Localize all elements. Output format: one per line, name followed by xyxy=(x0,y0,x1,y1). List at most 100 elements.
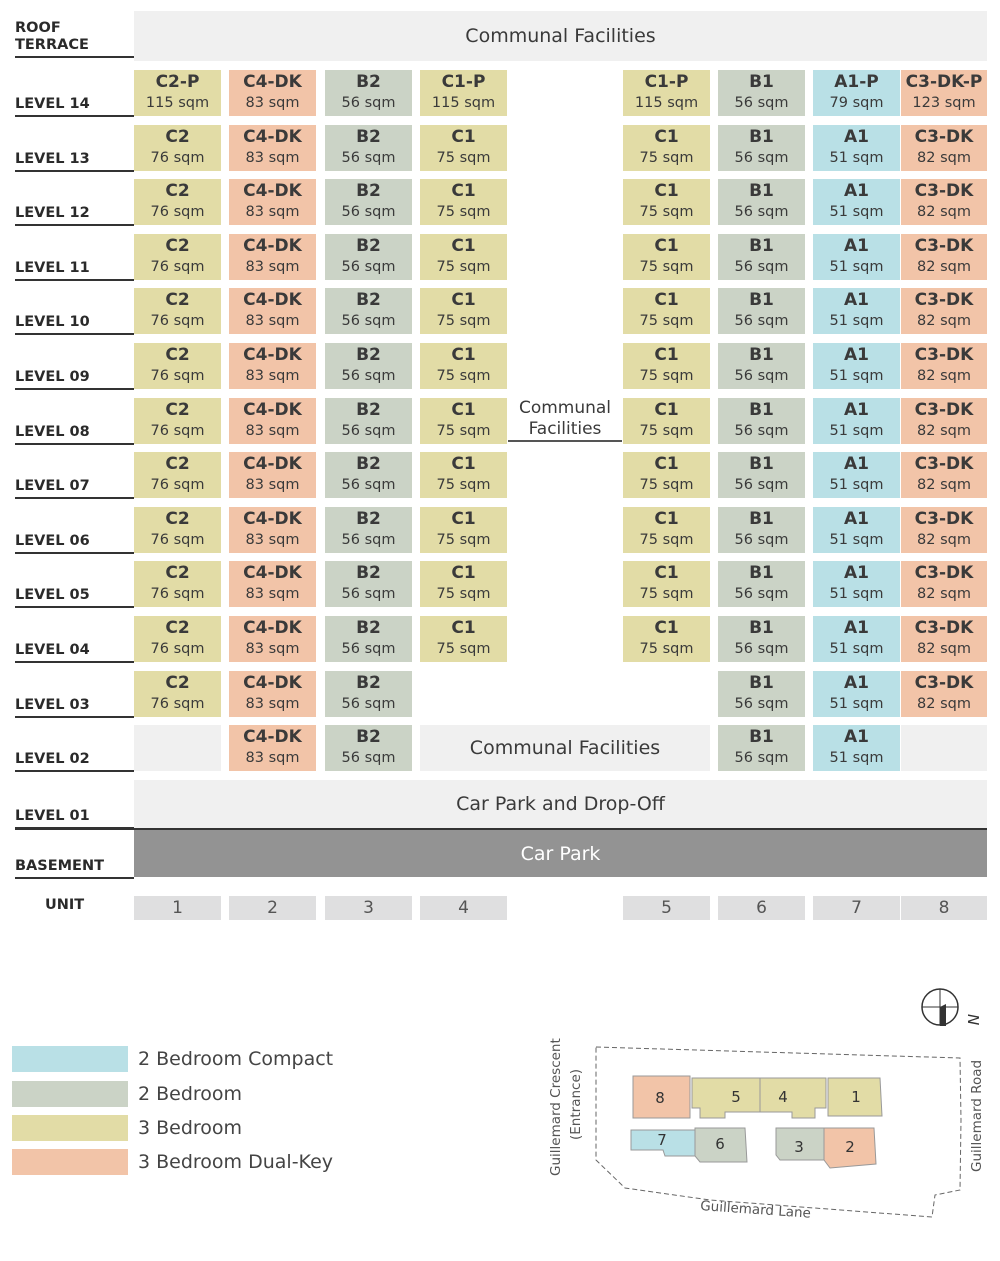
unit-size: 75 sqm xyxy=(436,641,491,657)
unit-type: B2 xyxy=(356,454,381,475)
unit-type: A1 xyxy=(844,672,869,693)
unit-size: 51 sqm xyxy=(829,586,884,603)
unit-number-box: 8 xyxy=(901,896,987,920)
legend-label: 2 Bedroom Compact xyxy=(138,1048,334,1070)
unit-size: 56 sqm xyxy=(341,531,396,548)
unit-type: C1 xyxy=(451,290,476,311)
basement-label: BASEMENT xyxy=(15,858,134,879)
unit-type: C4-DK xyxy=(243,181,302,202)
unit-row-label: UNIT xyxy=(45,897,84,913)
unit-type: C4-DK xyxy=(243,345,302,365)
unit-cell: B2 56 sqm xyxy=(325,725,412,772)
level-label-text: LEVEL 14 xyxy=(15,96,90,112)
unit-cell: A1-P 79 sqm xyxy=(813,70,900,116)
unit-cell: C4-DK 83 sqm xyxy=(229,397,316,444)
level-label: LEVEL 14 xyxy=(15,96,134,117)
unit-size: 56 sqm xyxy=(734,95,789,111)
unit-cell: C1 75 sqm xyxy=(623,616,710,662)
unit-size: 75 sqm xyxy=(639,422,694,439)
unit-type: B1 xyxy=(749,235,774,256)
block-3: 3 xyxy=(775,1127,825,1161)
unit-size: 83 sqm xyxy=(245,422,300,439)
legend-label: 2 Bedroom xyxy=(138,1083,243,1105)
unit-type: B2 xyxy=(356,618,381,638)
unit-type: C4-DK xyxy=(243,618,302,638)
road-left-label: Guillemard Crescent xyxy=(548,1038,564,1176)
level-label: LEVEL 07 xyxy=(15,478,134,500)
unit-type: B2 xyxy=(356,672,381,693)
unit-cell: B1 56 sqm xyxy=(718,670,805,717)
unit-type: B1 xyxy=(749,181,774,202)
unit-type: A1 xyxy=(844,345,869,365)
site-boundary xyxy=(595,1046,962,1218)
unit-type: B1 xyxy=(749,72,774,92)
unit-cell: C4-DK 83 sqm xyxy=(229,124,316,171)
unit-size: 83 sqm xyxy=(245,258,300,275)
level-label-text: LEVEL 13 xyxy=(15,150,90,167)
unit-cell: C3-DK 82 sqm xyxy=(901,233,987,280)
unit-type: C3-DK xyxy=(914,563,974,584)
unit-size: 82 sqm xyxy=(917,204,971,221)
unit-cell: C4-DK 83 sqm xyxy=(229,506,316,553)
unit-size: 83 sqm xyxy=(245,641,300,657)
unit-cell: C4-DK 83 sqm xyxy=(229,561,316,608)
basement-text: BASEMENT xyxy=(15,858,104,874)
unit-type: C4-DK xyxy=(243,454,302,475)
unit-cell: A1 51 sqm xyxy=(813,561,900,608)
unit-cell: C1 75 sqm xyxy=(420,397,507,444)
legend-label: 3 Bedroom xyxy=(138,1117,243,1139)
unit-cell: C1 75 sqm xyxy=(623,452,710,499)
roof-terrace-text: ROOF TERRACE xyxy=(15,20,89,53)
legend-swatch xyxy=(12,1046,128,1072)
level-01-label: LEVEL 01 xyxy=(15,808,134,829)
unit-size: 76 sqm xyxy=(150,422,205,439)
unit-type: C2 xyxy=(165,235,190,256)
roof-communal-facilities-band: Communal Facilities xyxy=(134,11,987,61)
unit-cell: B1 56 sqm xyxy=(718,70,805,116)
unit-size: 82 sqm xyxy=(917,258,971,275)
unit-size: 75 sqm xyxy=(639,477,694,494)
unit-cell: B2 56 sqm xyxy=(325,561,412,608)
unit-type: C1 xyxy=(654,454,679,475)
unit-type: C3-DK xyxy=(914,618,974,638)
unit-cell: A1 51 sqm xyxy=(813,233,900,280)
unit-cell: B2 56 sqm xyxy=(325,670,412,717)
unit-size: 75 sqm xyxy=(639,641,694,657)
unit-cell: B2 56 sqm xyxy=(325,288,412,335)
unit-type: B2 xyxy=(356,290,381,311)
block-5: 5 xyxy=(691,1077,761,1119)
roof-band-text: Communal Facilities xyxy=(465,25,656,47)
unit-type: B1 xyxy=(749,126,774,147)
unit-cell: B1 56 sqm xyxy=(718,179,805,226)
unit-size: 51 sqm xyxy=(829,422,884,439)
unit-cell: C2 76 sqm xyxy=(134,288,221,335)
roof-terrace-label: ROOF TERRACE xyxy=(15,20,134,58)
level-label-text: LEVEL 05 xyxy=(15,587,90,604)
unit-cell: A1 51 sqm xyxy=(813,397,900,444)
unit-type: C1 xyxy=(451,126,476,147)
unit-type: B1 xyxy=(749,508,774,529)
unit-type: C2 xyxy=(165,672,190,693)
unit-cell: C4-DK 83 sqm xyxy=(229,70,316,116)
unit-size: 56 sqm xyxy=(734,204,789,221)
unit-type: C3-DK xyxy=(914,399,974,420)
unit-type: B2 xyxy=(356,727,381,748)
unit-size: 56 sqm xyxy=(734,258,789,275)
unit-cell: C2 76 sqm xyxy=(134,124,221,171)
unit-type: C2 xyxy=(165,181,190,202)
unit-type: C2 xyxy=(165,454,190,475)
level-label: LEVEL 12 xyxy=(15,205,134,227)
block-8: 8 xyxy=(632,1075,691,1119)
unit-cell: A1 51 sqm xyxy=(813,179,900,226)
unit-size: 115 sqm xyxy=(431,95,496,111)
legend-swatch xyxy=(12,1081,128,1107)
unit-type: B2 xyxy=(356,399,381,420)
unit-type: B2 xyxy=(356,345,381,365)
unit-type: C4-DK xyxy=(243,399,302,420)
unit-size: 56 sqm xyxy=(341,586,396,603)
unit-size: 76 sqm xyxy=(150,641,205,657)
unit-cell: C1 75 sqm xyxy=(623,343,710,389)
unit-cell: C4-DK 83 sqm xyxy=(229,179,316,226)
unit-type: A1-P xyxy=(834,72,879,92)
unit-size: 51 sqm xyxy=(829,313,884,330)
